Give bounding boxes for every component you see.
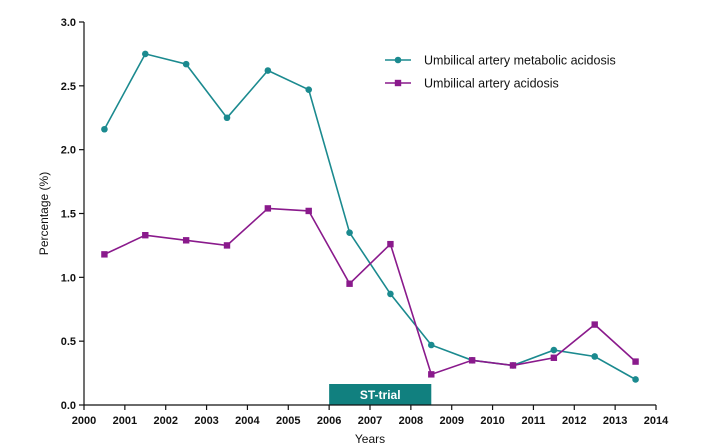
- y-tick-label: 2.5: [61, 81, 76, 93]
- y-tick-label: 0.5: [61, 336, 76, 348]
- series-layer: [101, 50, 639, 383]
- series-2-point: [387, 240, 394, 248]
- y-tick-label: 1.0: [61, 272, 76, 284]
- x-tick-label: 2001: [113, 415, 137, 427]
- series-2-point: [182, 237, 190, 244]
- legend-label-1: Umbilical artery metabolic acidosis: [424, 54, 616, 68]
- series-2-point: [550, 354, 558, 361]
- series-1-point: [141, 50, 149, 58]
- series-1-point: [182, 60, 190, 68]
- x-tick-label: 2013: [603, 415, 627, 427]
- x-tick-label: 2007: [358, 415, 382, 427]
- series-2-point: [305, 207, 312, 215]
- st-trial-label: ST-trial: [360, 388, 401, 402]
- y-tick-label: 0.0: [61, 400, 76, 412]
- series-2-point: [428, 371, 435, 378]
- x-tick-label: 2011: [521, 415, 545, 427]
- series-2-point: [591, 321, 598, 328]
- series-1-point: [264, 67, 272, 74]
- x-tick-label: 2005: [276, 415, 300, 427]
- series-1-point: [387, 290, 394, 298]
- st-trial-bar: [329, 384, 432, 405]
- series-2-point: [142, 232, 149, 239]
- series-2-point: [264, 205, 272, 212]
- x-tick-label: 2006: [317, 415, 341, 427]
- x-axis-title: Years: [355, 432, 385, 446]
- series-1-point: [101, 125, 108, 133]
- series-2-point: [101, 251, 108, 258]
- x-tick-label: 2012: [562, 415, 586, 427]
- series-1-point: [427, 341, 435, 349]
- series-1-point: [550, 346, 558, 354]
- x-tick-label: 2003: [194, 415, 218, 427]
- series-1-point: [632, 376, 639, 383]
- legend-label-2: Umbilical artery acidosis: [424, 77, 559, 91]
- series-2-point: [509, 362, 517, 369]
- series-1-point: [591, 353, 599, 360]
- x-tick-label: 2000: [72, 415, 96, 427]
- y-axis-title: Percentage (%): [37, 172, 51, 255]
- x-tick-label: 2004: [235, 415, 260, 427]
- series-2-point: [632, 358, 639, 365]
- series-1-point: [305, 86, 313, 93]
- legend-marker-2: [394, 79, 402, 87]
- x-tick-label: 2009: [439, 415, 463, 427]
- annotation-layer: ST-trial: [329, 384, 432, 405]
- series-2-point: [346, 280, 353, 287]
- legend-marker-1: [394, 56, 402, 64]
- y-tick-label: 1.5: [61, 209, 76, 221]
- series-1-point: [223, 114, 231, 122]
- series-1-point: [346, 229, 353, 236]
- x-tick-label: 2010: [480, 415, 504, 427]
- x-tick-label: 2002: [153, 415, 177, 427]
- legend: Umbilical artery metabolic acidosis Umbil…: [385, 54, 616, 91]
- x-tick-label: 2008: [399, 415, 423, 427]
- x-tick-label: 2014: [644, 415, 669, 427]
- series-2-point: [223, 242, 231, 249]
- y-tick-label: 3.0: [61, 17, 76, 29]
- series-line-2: [104, 207, 637, 376]
- axes-layer: 0.0 0.5 1.0 1.5 2.0 2.5 3.0 2000 2001 2002 2003 200…: [61, 17, 669, 427]
- series-2-point: [468, 357, 476, 364]
- y-tick-label: 2.0: [61, 145, 76, 157]
